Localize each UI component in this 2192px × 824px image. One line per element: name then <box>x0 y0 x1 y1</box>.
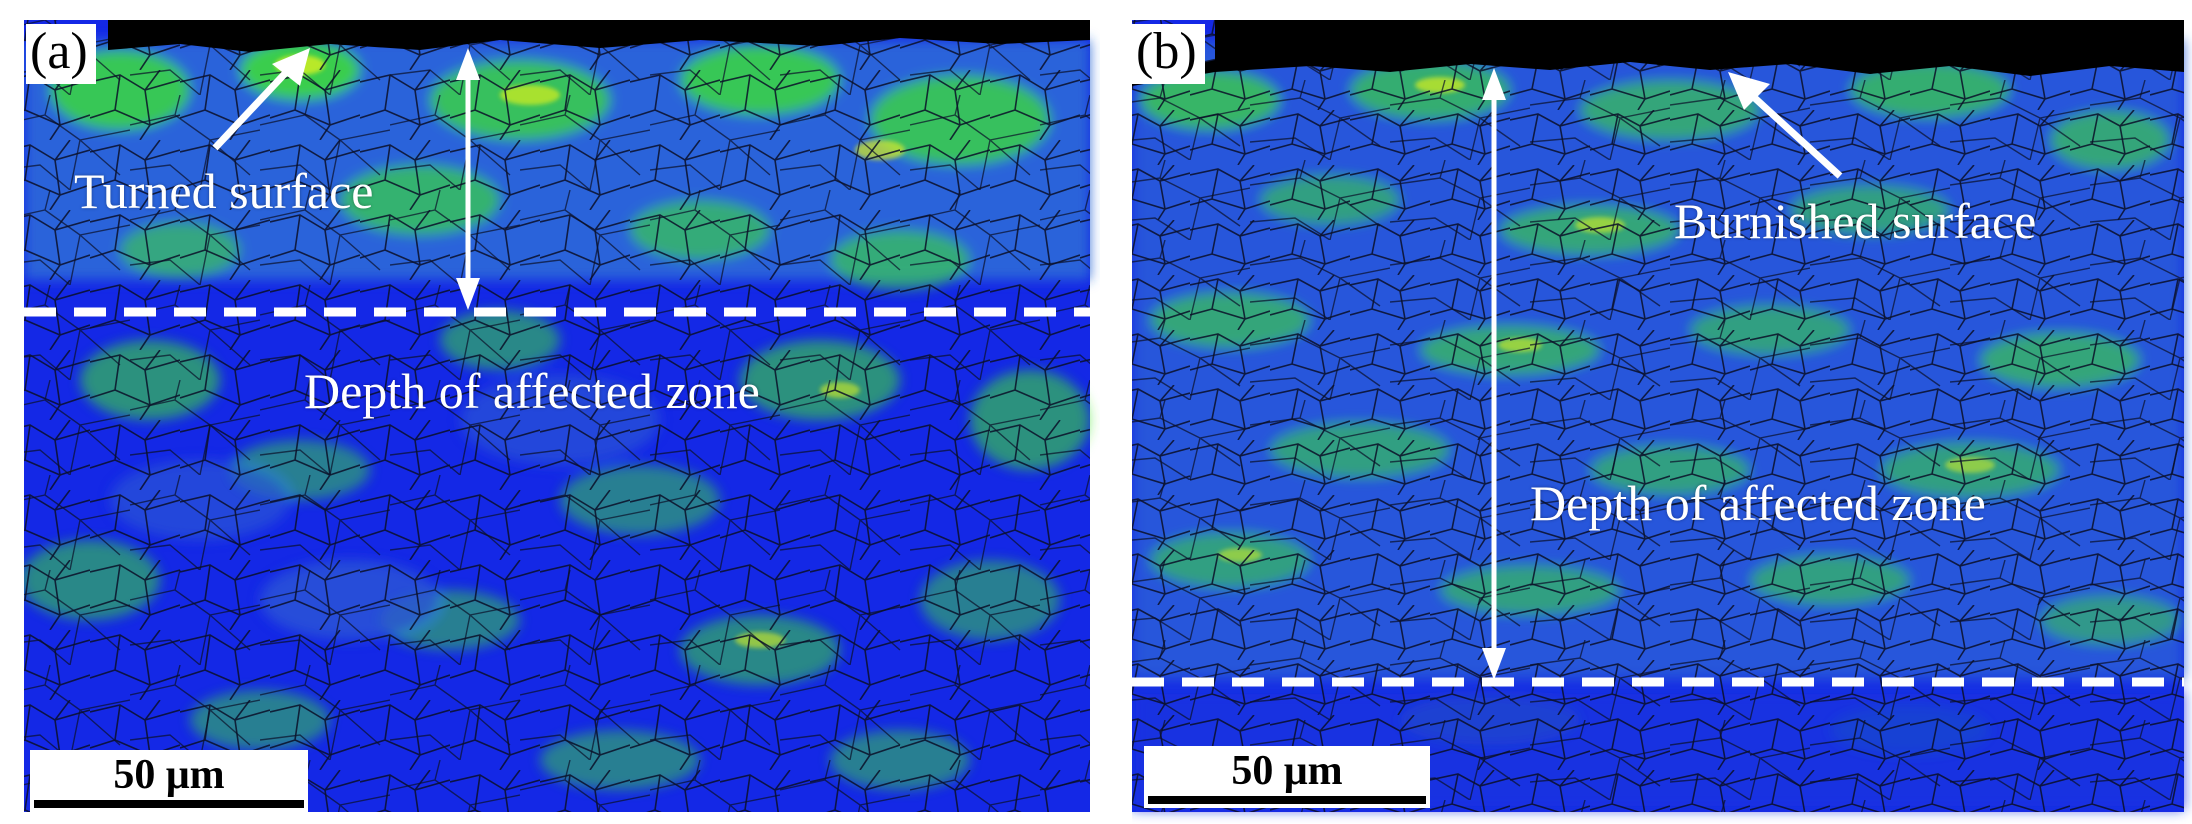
panel-b: (b) Burnished surface Depth of affected … <box>1110 0 2192 824</box>
surface-label-b: Burnished surface <box>1674 193 2037 249</box>
ebsd-map-a <box>20 20 1090 812</box>
panel-a: (a) Turned surface Depth of affected zon… <box>20 20 1090 812</box>
depth-label-b: Depth of affected zone <box>1530 475 1986 531</box>
scale-bar-label-b: 50 μm <box>1231 748 1343 794</box>
ebsd-map-b <box>1110 0 2184 824</box>
surface-label-a: Turned surface <box>74 163 374 219</box>
scale-bar-b: 50 μm <box>1144 746 1430 808</box>
scale-bar-label-a: 50 μm <box>113 752 225 798</box>
scale-bar-a: 50 μm <box>30 750 308 812</box>
scale-bar-line-b <box>1148 796 1426 804</box>
depth-label-a: Depth of affected zone <box>304 363 760 419</box>
panel-label-b: (b) <box>1132 24 1205 84</box>
scale-bar-line-a <box>34 800 304 808</box>
panel-label-a: (a) <box>26 24 96 84</box>
